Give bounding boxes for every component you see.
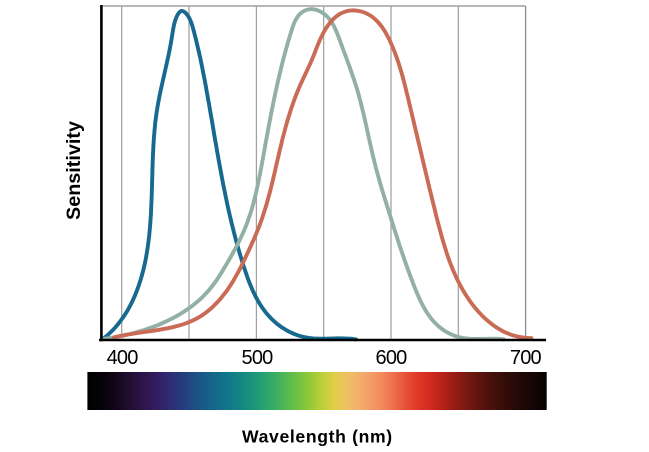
- svg-text:700: 700: [510, 347, 542, 369]
- svg-text:Wavelength (nm): Wavelength (nm): [242, 427, 393, 447]
- svg-text:500: 500: [242, 347, 274, 369]
- svg-text:Sensitivity: Sensitivity: [63, 121, 85, 220]
- svg-text:600: 600: [376, 347, 408, 369]
- svg-text:400: 400: [107, 347, 139, 369]
